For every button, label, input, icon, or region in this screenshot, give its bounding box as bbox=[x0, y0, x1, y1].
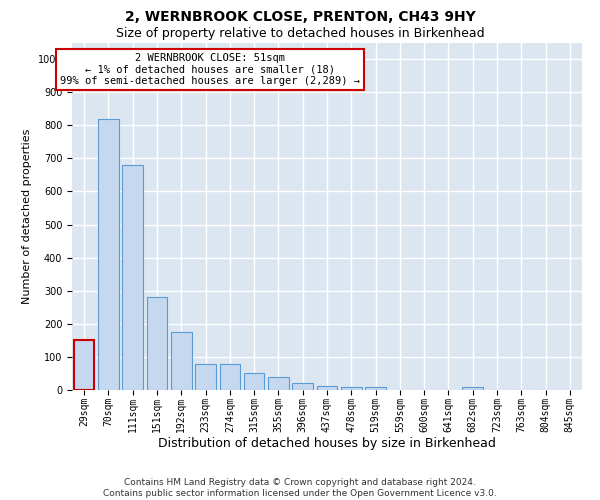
Bar bbox=[317, 386, 337, 390]
Text: 2 WERNBROOK CLOSE: 51sqm
← 1% of detached houses are smaller (18)
99% of semi-de: 2 WERNBROOK CLOSE: 51sqm ← 1% of detache… bbox=[60, 53, 360, 86]
Bar bbox=[292, 382, 313, 390]
Y-axis label: Number of detached properties: Number of detached properties bbox=[22, 128, 32, 304]
Bar bbox=[341, 388, 362, 390]
Bar bbox=[171, 332, 191, 390]
Bar bbox=[74, 340, 94, 390]
Bar bbox=[365, 388, 386, 390]
X-axis label: Distribution of detached houses by size in Birkenhead: Distribution of detached houses by size … bbox=[158, 437, 496, 450]
Text: Contains HM Land Registry data © Crown copyright and database right 2024.
Contai: Contains HM Land Registry data © Crown c… bbox=[103, 478, 497, 498]
Bar bbox=[268, 377, 289, 390]
Bar bbox=[98, 118, 119, 390]
Bar bbox=[220, 364, 240, 390]
Bar bbox=[146, 298, 167, 390]
Bar bbox=[195, 364, 216, 390]
Text: 2, WERNBROOK CLOSE, PRENTON, CH43 9HY: 2, WERNBROOK CLOSE, PRENTON, CH43 9HY bbox=[125, 10, 475, 24]
Bar bbox=[244, 373, 265, 390]
Text: Size of property relative to detached houses in Birkenhead: Size of property relative to detached ho… bbox=[116, 28, 484, 40]
Bar bbox=[463, 388, 483, 390]
Bar bbox=[122, 165, 143, 390]
